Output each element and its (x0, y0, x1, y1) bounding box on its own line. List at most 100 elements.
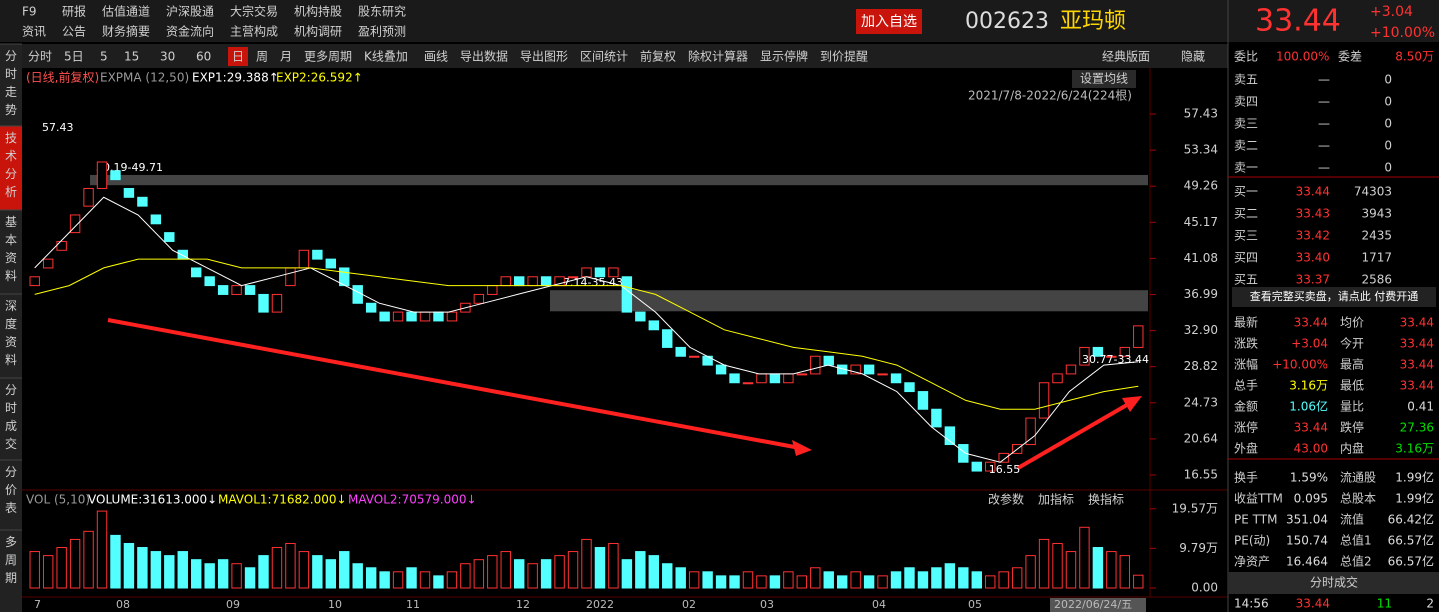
candle (608, 267, 619, 278)
menu-item[interactable]: 机构调研 (294, 24, 342, 39)
toolbar-item[interactable]: 日 (232, 50, 244, 64)
menu-item[interactable]: F9 (22, 5, 37, 19)
toolbar-item[interactable]: 更多周期 (304, 50, 352, 64)
volume-bar (904, 567, 915, 589)
side-tab[interactable]: 多周期 (5, 535, 17, 585)
menu-item[interactable]: 财务摘要 (102, 24, 150, 39)
side-tab[interactable]: 分时成交 (5, 383, 17, 451)
volume-bar (1079, 526, 1090, 589)
side-tab[interactable]: 分价表 (5, 465, 17, 515)
menu-item[interactable]: 资金流向 (166, 24, 214, 39)
book-volume: 0 (1384, 73, 1392, 87)
toolbar-item[interactable]: 周 (256, 50, 268, 64)
menu-item[interactable]: 资讯 (22, 25, 46, 39)
book-label: 买二 (1234, 207, 1258, 221)
volume-bar (110, 534, 121, 589)
trend-arrow (1016, 400, 1134, 470)
menu-item[interactable]: 大宗交易 (230, 4, 278, 19)
toolbar-item[interactable]: 5 (100, 50, 108, 64)
notice[interactable]: 查看完整买卖盘，请点此 付费开通 (1250, 289, 1419, 303)
toolbar-item[interactable]: 15 (124, 50, 139, 64)
ma-button-label[interactable]: 设置均线 (1080, 72, 1128, 86)
candle (69, 214, 81, 234)
toolbar-item[interactable]: 月 (280, 50, 292, 64)
last-label: 30.77-33.44 (1082, 353, 1149, 366)
candle (164, 232, 175, 242)
candle (729, 373, 740, 384)
toolbar-item[interactable]: 分时 (28, 50, 52, 64)
candle (688, 355, 700, 358)
side-tab[interactable]: 深度资料 (5, 299, 17, 367)
stat-value: 27.36 (1400, 421, 1434, 435)
candle (56, 240, 67, 251)
ma-button[interactable] (1072, 70, 1136, 88)
toolbar-item[interactable]: 区间统计 (580, 50, 628, 64)
stat-label: 总股本 (1340, 492, 1376, 506)
volume-bar (971, 571, 982, 589)
stat-value: 351.04 (1286, 513, 1328, 527)
book-price: — (1318, 117, 1330, 131)
stat-value: 1.99亿 (1395, 470, 1434, 485)
vol-button[interactable]: 换指标 (1088, 492, 1124, 507)
volume-bar (608, 542, 619, 589)
toolbar-item[interactable]: 30 (160, 50, 175, 64)
volume-bar (540, 559, 552, 589)
vol-button[interactable]: 改参数 (988, 492, 1024, 507)
volume-bar (850, 571, 861, 589)
zone (550, 290, 1148, 312)
stat-label: 外盘 (1234, 441, 1258, 456)
stat-label: 最低 (1340, 379, 1364, 393)
stock-price: 33.44 (1255, 4, 1341, 39)
candle (177, 249, 188, 260)
toolbar-item[interactable]: 除权计算器 (688, 49, 748, 64)
book-label: 买三 (1234, 229, 1258, 243)
toolbar-item[interactable]: 导出数据 (460, 49, 508, 64)
side-tab[interactable]: 分时走势 (5, 49, 17, 117)
mavol2: MAVOL2:70579.000↓ (348, 493, 477, 507)
volume-bar (96, 510, 108, 589)
toolbar-item[interactable]: 5日 (64, 50, 84, 64)
volume-bar (1011, 567, 1023, 589)
stat-value: +10.00% (1272, 358, 1328, 372)
menu-item[interactable]: 估值通道 (102, 4, 150, 19)
stat-label: 涨停 (1234, 420, 1258, 435)
stat-value: 3.16万 (1395, 442, 1434, 456)
x-tick-label: 03 (760, 598, 774, 611)
book-price: 33.40 (1296, 251, 1330, 265)
book-price: 33.42 (1296, 229, 1330, 243)
toolbar-item[interactable]: 画线 (424, 50, 448, 64)
add-button-label[interactable]: 加入自选 (861, 14, 917, 30)
low-label: 16.55 (989, 463, 1021, 476)
x-tick-label: 05 (968, 598, 982, 611)
toolbar-item[interactable]: 导出图形 (520, 50, 568, 64)
candle (877, 373, 888, 376)
toolbar-item[interactable]: 显示停牌 (760, 49, 808, 64)
toolbar (0, 44, 1228, 68)
menu-item[interactable]: 股东研究 (358, 4, 406, 19)
toolbar-item[interactable]: 前复权 (640, 49, 676, 64)
volume-bar (460, 563, 471, 589)
menu-item[interactable]: 盈利预测 (358, 25, 406, 39)
volume-bar (554, 555, 565, 589)
menu-item[interactable]: 机构持股 (294, 4, 342, 19)
vol-button[interactable]: 加指标 (1038, 492, 1074, 507)
toolbar-item[interactable]: 60 (196, 50, 211, 64)
y-tick-label: 16.55 (1184, 468, 1218, 482)
menu-item[interactable]: 研报 (62, 4, 86, 19)
stat-value: 66.57亿 (1388, 554, 1434, 569)
toolbar-item[interactable]: 隐藏 (1181, 50, 1205, 64)
stat-label: 金额 (1234, 399, 1258, 414)
ticks-title: 分时成交 (1310, 575, 1358, 590)
add-button[interactable] (856, 9, 922, 34)
book-price: 33.37 (1296, 273, 1330, 287)
menu-item[interactable]: 主营构成 (230, 24, 278, 39)
toolbar-item[interactable]: 经典版面 (1102, 50, 1150, 64)
side-tab[interactable]: 基本资料 (5, 215, 17, 283)
menu-item[interactable]: 公告 (62, 25, 86, 39)
menu-item[interactable]: 沪深股通 (166, 5, 214, 19)
toolbar-item[interactable]: K线叠加 (364, 50, 408, 64)
volume-bar (285, 542, 296, 589)
book-label: 卖四 (1234, 95, 1258, 109)
side-tab[interactable]: 技术分析 (5, 131, 17, 199)
toolbar-item[interactable]: 到价提醒 (820, 49, 868, 64)
